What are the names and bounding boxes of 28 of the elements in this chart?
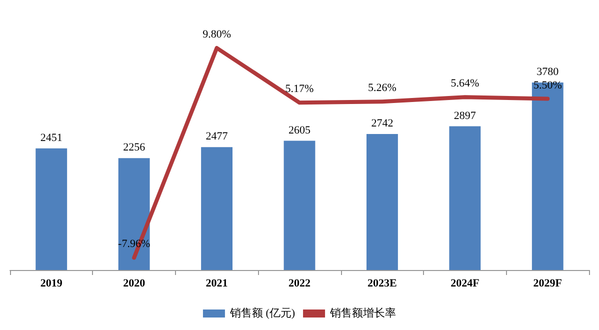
x-tick-label: 2023E [368, 278, 397, 290]
data-label: 3780 [536, 66, 560, 78]
x-tick-label: 2019 [40, 278, 63, 290]
x-tick-label: 2024F [450, 278, 480, 290]
x-tick-label: 2022 [288, 278, 311, 290]
data-label: 2256 [123, 142, 146, 154]
data-label: 5.64% [450, 78, 480, 90]
data-label: 5.50% [533, 79, 562, 92]
x-tick-label: 2029F [533, 278, 562, 290]
bar [36, 148, 68, 270]
bar [284, 140, 316, 270]
x-tick-label: 2020 [123, 278, 146, 290]
data-label: 2605 [288, 124, 311, 136]
x-tick-label: 2021 [206, 278, 228, 290]
data-label: 2897 [454, 110, 476, 122]
data-label: 5.26% [368, 82, 396, 94]
data-label: 5.17% [285, 83, 314, 96]
data-label: 9.80% [202, 28, 231, 40]
bar [449, 126, 481, 270]
bar [532, 82, 564, 270]
bar [118, 158, 150, 270]
bar [201, 147, 232, 270]
data-label: 2477 [206, 130, 228, 143]
data-label: 2742 [371, 117, 394, 130]
data-label: 2451 [40, 132, 62, 144]
legend-label: 销售额 (亿元) [228, 306, 296, 320]
legend-label: 销售额增长率 [329, 306, 396, 320]
bar [366, 134, 398, 270]
